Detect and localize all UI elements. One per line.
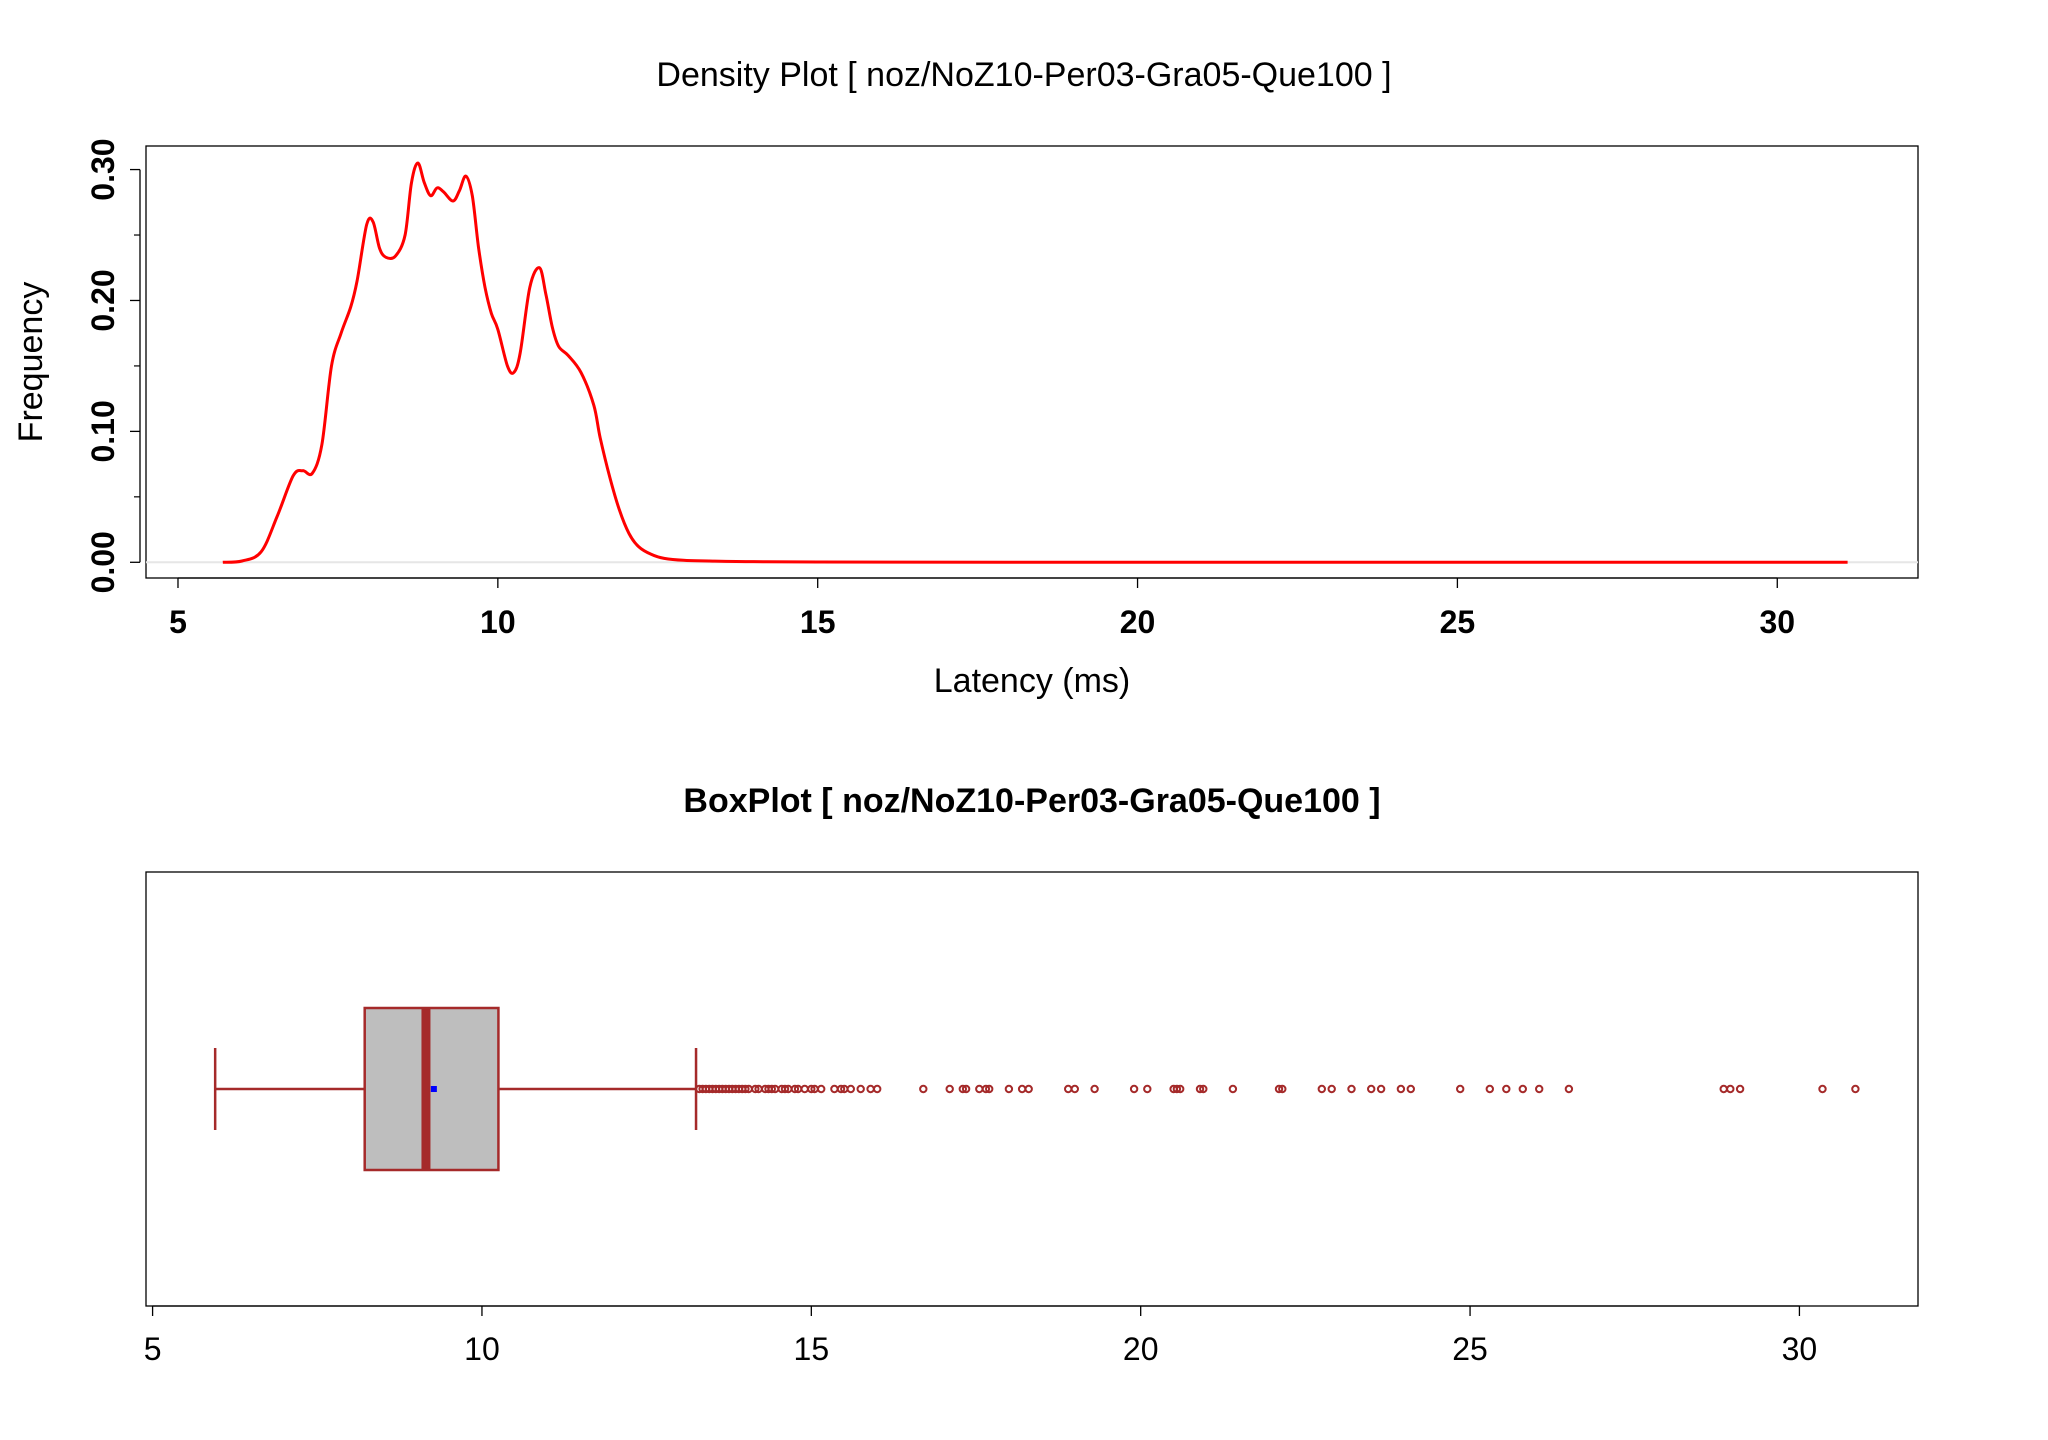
box-outlier-point [945, 1084, 954, 1094]
box-outlier-point [790, 1084, 800, 1094]
box-outlier-point [1818, 1084, 1827, 1094]
box-outlier-point [1129, 1084, 1139, 1094]
density-y-tick-label: 0.00 [85, 531, 121, 593]
box-outliers [695, 1084, 1860, 1094]
box-outlier-point [1396, 1084, 1406, 1094]
box-outlier-point [958, 1084, 967, 1094]
box-outlier-point [1564, 1084, 1574, 1094]
box-outlier-point [800, 1084, 809, 1094]
density-x-tick-label: 25 [1440, 604, 1476, 640]
box-outlier-point [1485, 1084, 1495, 1094]
box-outlier-point [1502, 1084, 1511, 1094]
density-y-tick-label: 0.30 [85, 138, 121, 200]
box-outlier-point [767, 1084, 776, 1094]
box-outlier-point [741, 1084, 750, 1094]
box-plot: BoxPlot [ noz/NoZ10-Per03-Gra05-Que100 ]… [144, 782, 1919, 1367]
box-outlier-point [1851, 1084, 1860, 1094]
box-outlier-point [1004, 1084, 1014, 1094]
box-mean-marker [430, 1086, 437, 1092]
box-outlier-point [836, 1084, 846, 1094]
box-outlier-point [919, 1084, 928, 1094]
box-x-tick-label: 5 [144, 1331, 162, 1367]
box-outlier-point [985, 1084, 994, 1094]
box-outlier-point [1274, 1084, 1284, 1094]
density-y-axis-label: Frequency [12, 282, 50, 443]
box-outlier-point [873, 1084, 882, 1094]
box-outlier-point [866, 1084, 875, 1094]
density-y-tick-label: 0.20 [85, 269, 121, 331]
box-outlier-point [1064, 1084, 1073, 1094]
box-outlier-point [846, 1084, 855, 1094]
density-plot: Density Plot [ noz/NoZ10-Per03-Gra05-Que… [12, 56, 1919, 700]
box-outlier-point [856, 1084, 865, 1094]
box-outlier-point [1199, 1084, 1208, 1094]
box-outlier-point [1735, 1084, 1745, 1094]
box-outlier-point [1278, 1084, 1287, 1094]
box-outlier-point [751, 1084, 760, 1094]
box-outlier-point [1376, 1084, 1386, 1094]
box-outlier-point [981, 1084, 991, 1094]
box-outlier-point [1406, 1084, 1416, 1094]
density-plot-frame [145, 145, 1919, 579]
density-x-tick-label: 10 [480, 604, 516, 640]
box-outlier-point [975, 1084, 984, 1094]
box-outlier-point [1024, 1084, 1033, 1094]
density-x-tick-label: 5 [169, 604, 187, 640]
density-series-line [222, 161, 1848, 564]
box-outlier-point [1726, 1084, 1735, 1094]
box-outlier-point [1172, 1084, 1182, 1094]
box-outlier-point [1228, 1084, 1238, 1094]
box-x-tick-label: 25 [1452, 1331, 1488, 1367]
box-outlier-point [1347, 1084, 1356, 1094]
box-outlier-point [830, 1084, 839, 1094]
box-x-tick-label: 15 [794, 1331, 830, 1367]
density-x-axis: 5 10 15 20 25 30 [169, 577, 1795, 640]
box-outlier-point [817, 1084, 826, 1094]
box-outlier-point [1327, 1084, 1336, 1094]
box-x-axis: 5 10 15 20 25 30 [144, 1305, 1818, 1367]
box-outlier-point [961, 1084, 971, 1094]
box-outlier-point [1719, 1084, 1728, 1094]
density-x-tick-label: 15 [800, 604, 836, 640]
box-plot-title: BoxPlot [ noz/NoZ10-Per03-Gra05-Que100 ] [683, 782, 1380, 820]
box-outlier-point [1456, 1084, 1465, 1094]
density-x-tick-label: 20 [1120, 604, 1156, 640]
box-outlier-point [807, 1084, 816, 1094]
box-outlier-point [1518, 1084, 1528, 1094]
box-outlier-point [1367, 1084, 1376, 1094]
density-y-tick-label: 0.10 [85, 400, 121, 462]
box-x-tick-label: 10 [464, 1331, 500, 1367]
box-x-tick-label: 20 [1123, 1331, 1159, 1367]
box-outlier-point [1143, 1084, 1152, 1094]
box-outlier-point [1017, 1084, 1027, 1094]
density-y-axis: 0.00 0.10 0.20 0.30 [85, 138, 141, 593]
density-x-axis-label: Latency (ms) [934, 662, 1131, 700]
box-outlier-point [1195, 1084, 1205, 1094]
box-outlier-point [1070, 1084, 1080, 1094]
density-x-tick-label: 30 [1759, 604, 1795, 640]
box-outlier-point [1090, 1084, 1099, 1094]
box-outlier-point [1176, 1084, 1185, 1094]
density-plot-title: Density Plot [ noz/NoZ10-Per03-Gra05-Que… [656, 56, 1391, 94]
box-outlier-point [1535, 1084, 1544, 1094]
box-outlier-point [1317, 1084, 1327, 1094]
box-x-tick-label: 30 [1782, 1331, 1818, 1367]
box-outlier-point [780, 1084, 790, 1094]
